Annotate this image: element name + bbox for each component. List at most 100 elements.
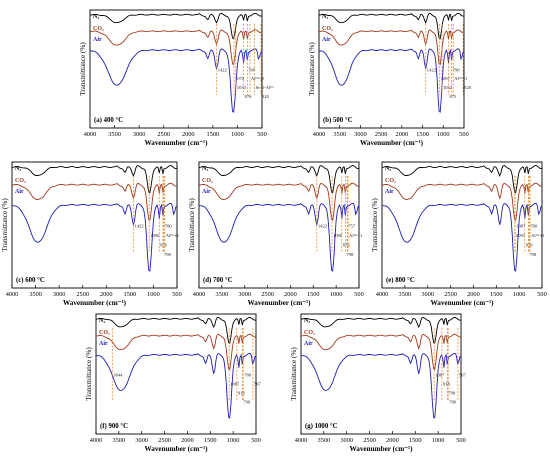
panel-label: (e) 800 °C <box>386 277 415 284</box>
legend-n2: N₂ <box>15 166 21 172</box>
x-tick-label: 1000 <box>227 437 240 444</box>
series-co2-line <box>381 182 543 221</box>
x-tick-label: 500 <box>537 291 546 298</box>
annotation-label: 567 <box>254 381 262 386</box>
x-tick-label: 500 <box>354 291 363 298</box>
chart-panel-1: Transmittance (%) 4000 3500 3000 2500 2000 150… <box>79 9 275 147</box>
panel-frame <box>198 161 360 289</box>
panel-frame <box>381 161 543 289</box>
panel-label: (g) 1000 °C <box>305 423 338 430</box>
x-tick-label: 4000 <box>90 437 103 444</box>
legend-air: Air <box>93 37 102 43</box>
x-tick-label: 1000 <box>147 291 160 298</box>
annotation-label: 780 <box>449 399 457 404</box>
panel-label: (c) 600 °C <box>16 277 45 284</box>
x-tick-label: 4000 <box>193 291 206 298</box>
annotation-label: 1032 <box>443 85 453 90</box>
x-tick-label: 2500 <box>157 131 170 138</box>
annotation-label: Alᴴᵛ-O <box>531 233 544 238</box>
annotation-label: 1090 <box>150 233 160 238</box>
x-axis-label: Wavenumber (cm⁻¹) <box>144 445 208 453</box>
chart-panel-7: Transmittance (%) 4000 3500 3000 2500 2000 150… <box>290 313 467 453</box>
annotation-label: 1090 <box>333 233 343 238</box>
x-tick-label: 3000 <box>135 437 148 444</box>
x-tick-label: 4000 <box>313 131 326 138</box>
y-axis-label: Transmittance (%) <box>371 198 379 252</box>
annotation-label: Si-O-Alᴴᵛ <box>256 85 275 90</box>
annotation-label: 876 <box>526 242 534 247</box>
legend-n2: N₂ <box>202 166 208 172</box>
annotation-label: Alᴴᵛ-O <box>454 76 467 81</box>
annotation-label: 798 <box>248 67 256 72</box>
legend-air: Air <box>322 37 331 43</box>
series-n2-line <box>11 165 178 194</box>
annotation-label: 3644 <box>113 372 123 377</box>
x-tick-label: 4000 <box>376 291 389 298</box>
annotation-label: 1087 <box>441 76 451 81</box>
legend-co2: CO₂ <box>15 178 26 184</box>
series-air-line <box>318 48 465 113</box>
series-co2-line <box>89 29 263 66</box>
x-tick-label: 2500 <box>363 437 376 444</box>
x-tick-label: 1500 <box>204 437 217 444</box>
legend-air: Air <box>202 189 211 195</box>
annotation-label: 1087 <box>230 381 240 386</box>
panel-label: (a) 400 °C <box>94 117 123 124</box>
x-tick-label: 3500 <box>216 291 229 298</box>
x-axis-label: Wavenumber (cm⁻¹) <box>360 139 424 147</box>
x-tick-label: 3500 <box>113 437 126 444</box>
x-tick-label: 1500 <box>307 291 320 298</box>
x-tick-label: 2500 <box>375 131 388 138</box>
x-tick-label: 500 <box>172 291 181 298</box>
series-air-line <box>300 352 462 419</box>
x-axis-label: Wavenumber (cm⁻¹) <box>63 299 127 307</box>
chart-panel-3: Transmittance (%) 4000 3500 3000 2500 2000 150… <box>1 161 182 307</box>
x-tick-label: 3500 <box>399 291 412 298</box>
series-air-line <box>95 352 257 419</box>
legend-co2: CO₂ <box>322 26 333 32</box>
annotation-label: 1087 <box>435 372 445 377</box>
x-tick-label: 2000 <box>467 291 480 298</box>
legend-co2: CO₂ <box>304 330 315 336</box>
series-co2-line <box>300 333 462 371</box>
legend-n2: N₂ <box>385 166 391 172</box>
y-axis-label: Transmittance (%) <box>79 42 87 96</box>
annotation-label: 918 <box>443 381 451 386</box>
x-tick-label: 4000 <box>295 437 308 444</box>
chart-panel-2: Transmittance (%) 4000 3500 3000 2500 2000 150… <box>308 9 472 147</box>
x-tick-label: 2000 <box>181 437 194 444</box>
x-tick-label: 3500 <box>333 131 346 138</box>
annotation-label: 780 <box>244 372 252 377</box>
panel-frame <box>318 9 465 129</box>
x-tick-label: 2500 <box>76 291 89 298</box>
chart-panel-4: Transmittance (%) 4000 3500 3000 2500 2000 150… <box>188 161 364 307</box>
panel-frame <box>89 9 263 129</box>
x-tick-label: 2000 <box>396 131 409 138</box>
legend-co2: CO₂ <box>202 178 213 184</box>
series-n2-line <box>198 165 360 194</box>
series-air-line <box>12 202 178 272</box>
annotation-label: 798 <box>529 252 537 257</box>
x-axis-label: Wavenumber (cm⁻¹) <box>349 445 413 453</box>
annotation-label: 875 <box>449 94 457 99</box>
x-tick-label: 500 <box>251 437 260 444</box>
x-tick-label: 3000 <box>238 291 251 298</box>
panel-frame <box>95 313 257 435</box>
series-n2-line <box>381 165 543 194</box>
series-air-line <box>199 202 360 272</box>
annotation-label: 520 <box>464 85 472 90</box>
x-tick-label: 1500 <box>490 291 503 298</box>
annotation-label: 520 <box>262 94 270 99</box>
y-axis-label: Transmittance (%) <box>188 198 196 252</box>
x-axis-label: Wavenumber (cm⁻¹) <box>430 299 494 307</box>
x-tick-label: 1500 <box>124 291 137 298</box>
x-tick-label: 1000 <box>513 291 526 298</box>
annotation-label: 1422 <box>135 224 145 229</box>
x-tick-label: 2000 <box>100 291 113 298</box>
legend-air: Air <box>99 341 108 347</box>
annotation-label: 780 <box>530 224 538 229</box>
annotation-label: 757 <box>348 224 356 229</box>
x-tick-label: 1500 <box>207 131 220 138</box>
panel-label: (b) 500 °C <box>323 117 353 124</box>
